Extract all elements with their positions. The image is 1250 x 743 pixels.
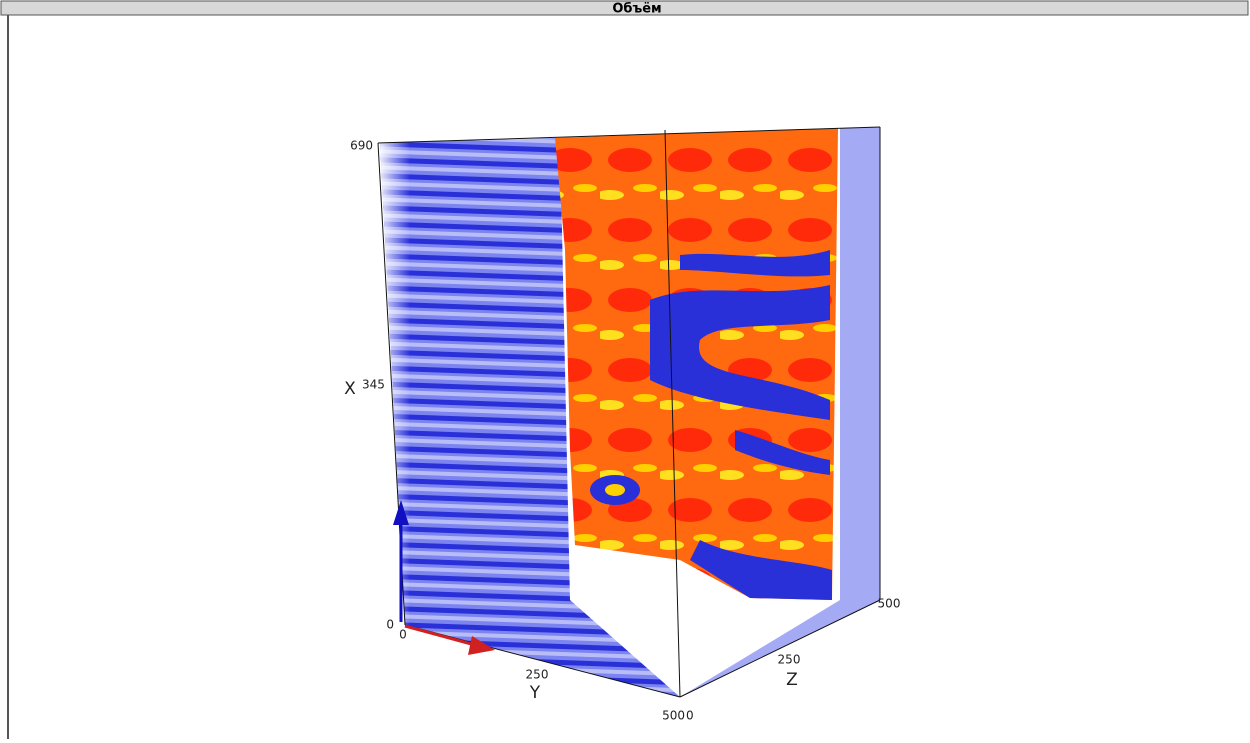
- y-tick: 500: [662, 709, 685, 723]
- y-tick: 250: [526, 668, 549, 682]
- volume-blob: [605, 484, 625, 496]
- volume-right: [680, 127, 880, 697]
- volume-blob: [680, 250, 830, 277]
- y-axis-label: Y: [529, 683, 541, 703]
- axis-arrow-y: [404, 624, 476, 647]
- y-tick: 0: [399, 628, 407, 642]
- volume-blob: [650, 285, 830, 420]
- axis-arrow-y: [468, 636, 495, 655]
- window-title: Объём: [612, 2, 661, 17]
- z-axis-label: Z: [786, 670, 798, 690]
- bounding-box: [377, 126, 881, 698]
- x-tick: 0: [386, 618, 394, 632]
- x-axis-label: X: [344, 379, 356, 399]
- x-tick: 690: [350, 139, 373, 153]
- volume-fade: [380, 138, 680, 697]
- volume-blob: [735, 430, 830, 475]
- x-tick: 345: [362, 378, 385, 392]
- z-tick: 500: [878, 597, 901, 611]
- axis-arrow-x: [393, 500, 409, 525]
- title-bar: [0, 0, 1249, 16]
- z-tick: 0: [686, 709, 694, 723]
- volume-blob: [690, 540, 832, 600]
- z-tick: 250: [778, 653, 801, 667]
